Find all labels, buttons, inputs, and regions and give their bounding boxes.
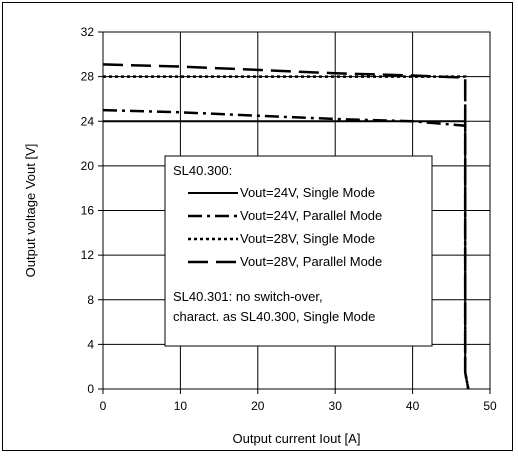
legend-label: Vout=24V, Parallel Mode — [240, 208, 382, 223]
x-tick-label: 0 — [100, 399, 107, 413]
x-tick-label: 50 — [483, 399, 497, 413]
legend-label: Vout=28V, Parallel Mode — [240, 254, 382, 269]
y-tick-label: 4 — [87, 337, 94, 351]
y-tick-label: 20 — [81, 159, 95, 173]
x-tick-label: 20 — [251, 399, 265, 413]
y-tick-label: 12 — [81, 248, 95, 262]
y-tick-label: 0 — [87, 382, 94, 396]
series-line — [102, 63, 470, 390]
legend-heading: SL40.300: — [173, 163, 232, 178]
legend-note-line: SL40.301: no switch-over, — [173, 289, 323, 304]
y-tick-label: 16 — [81, 204, 95, 218]
y-tick-label: 28 — [81, 70, 95, 84]
x-tick-label: 30 — [329, 399, 343, 413]
legend-label: Vout=28V, Single Mode — [240, 231, 375, 246]
y-tick-label: 8 — [87, 293, 94, 307]
series-line — [102, 108, 470, 390]
legend-label: Vout=24V, Single Mode — [240, 185, 375, 200]
x-tick-label: 40 — [406, 399, 420, 413]
x-axis-title: Output current Iout [A] — [233, 431, 361, 446]
legend-note-line: charact. as SL40.300, Single Mode — [173, 309, 375, 324]
y-tick-label: 24 — [81, 114, 95, 128]
x-tick-label: 10 — [174, 399, 188, 413]
legend-box — [164, 155, 433, 347]
y-tick-label: 32 — [81, 25, 95, 39]
y-axis-title: Output voltage Vout [V] — [23, 144, 38, 278]
